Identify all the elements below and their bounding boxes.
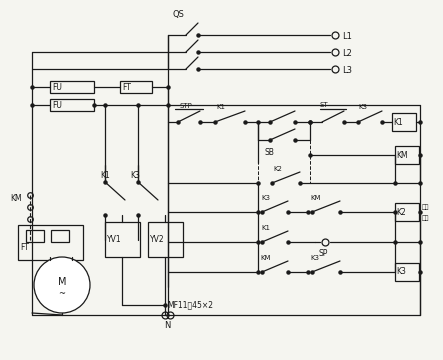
Text: K3: K3 bbox=[358, 104, 367, 110]
Text: FT: FT bbox=[122, 82, 131, 91]
Text: L2: L2 bbox=[342, 49, 352, 58]
Text: N: N bbox=[164, 320, 170, 329]
Text: ST: ST bbox=[320, 102, 329, 108]
Bar bbox=[50, 81, 94, 93]
Text: K2: K2 bbox=[273, 166, 282, 172]
Text: K1: K1 bbox=[216, 104, 225, 110]
Bar bbox=[120, 81, 152, 93]
Text: K3: K3 bbox=[130, 171, 140, 180]
Bar bbox=[395, 263, 419, 281]
Text: K3: K3 bbox=[310, 255, 319, 261]
Text: KM: KM bbox=[10, 194, 22, 202]
Bar bbox=[18, 225, 83, 260]
Text: YV2: YV2 bbox=[150, 235, 165, 244]
Text: FU: FU bbox=[52, 100, 62, 109]
Bar bbox=[395, 203, 419, 221]
Bar bbox=[51, 230, 69, 242]
Text: KM: KM bbox=[310, 195, 320, 201]
Text: KM: KM bbox=[396, 150, 408, 159]
Bar bbox=[26, 230, 44, 242]
Text: K1: K1 bbox=[261, 225, 270, 231]
Bar bbox=[105, 222, 140, 257]
Text: L3: L3 bbox=[342, 66, 352, 75]
Bar bbox=[50, 99, 94, 111]
Bar bbox=[395, 146, 419, 164]
Text: K2: K2 bbox=[396, 207, 406, 216]
Text: FU: FU bbox=[52, 82, 62, 91]
Text: QS: QS bbox=[172, 9, 184, 18]
Text: ~: ~ bbox=[58, 289, 66, 298]
Text: K1: K1 bbox=[100, 171, 110, 180]
Text: SP: SP bbox=[319, 249, 328, 258]
Text: KM: KM bbox=[260, 255, 271, 261]
Bar bbox=[148, 222, 183, 257]
Bar bbox=[392, 113, 416, 131]
Text: M: M bbox=[58, 277, 66, 287]
Text: 下限: 下限 bbox=[422, 215, 430, 221]
Text: STP: STP bbox=[180, 103, 193, 109]
Text: MF11－45×2: MF11－45×2 bbox=[167, 301, 213, 310]
Text: FT: FT bbox=[20, 243, 29, 252]
Circle shape bbox=[34, 257, 90, 313]
Text: 上限: 上限 bbox=[422, 204, 430, 210]
Text: SB: SB bbox=[265, 148, 275, 157]
Text: K1: K1 bbox=[393, 117, 403, 126]
Text: YV1: YV1 bbox=[107, 235, 122, 244]
Text: L1: L1 bbox=[342, 32, 352, 41]
Text: K3: K3 bbox=[396, 267, 406, 276]
Text: K3: K3 bbox=[261, 195, 270, 201]
